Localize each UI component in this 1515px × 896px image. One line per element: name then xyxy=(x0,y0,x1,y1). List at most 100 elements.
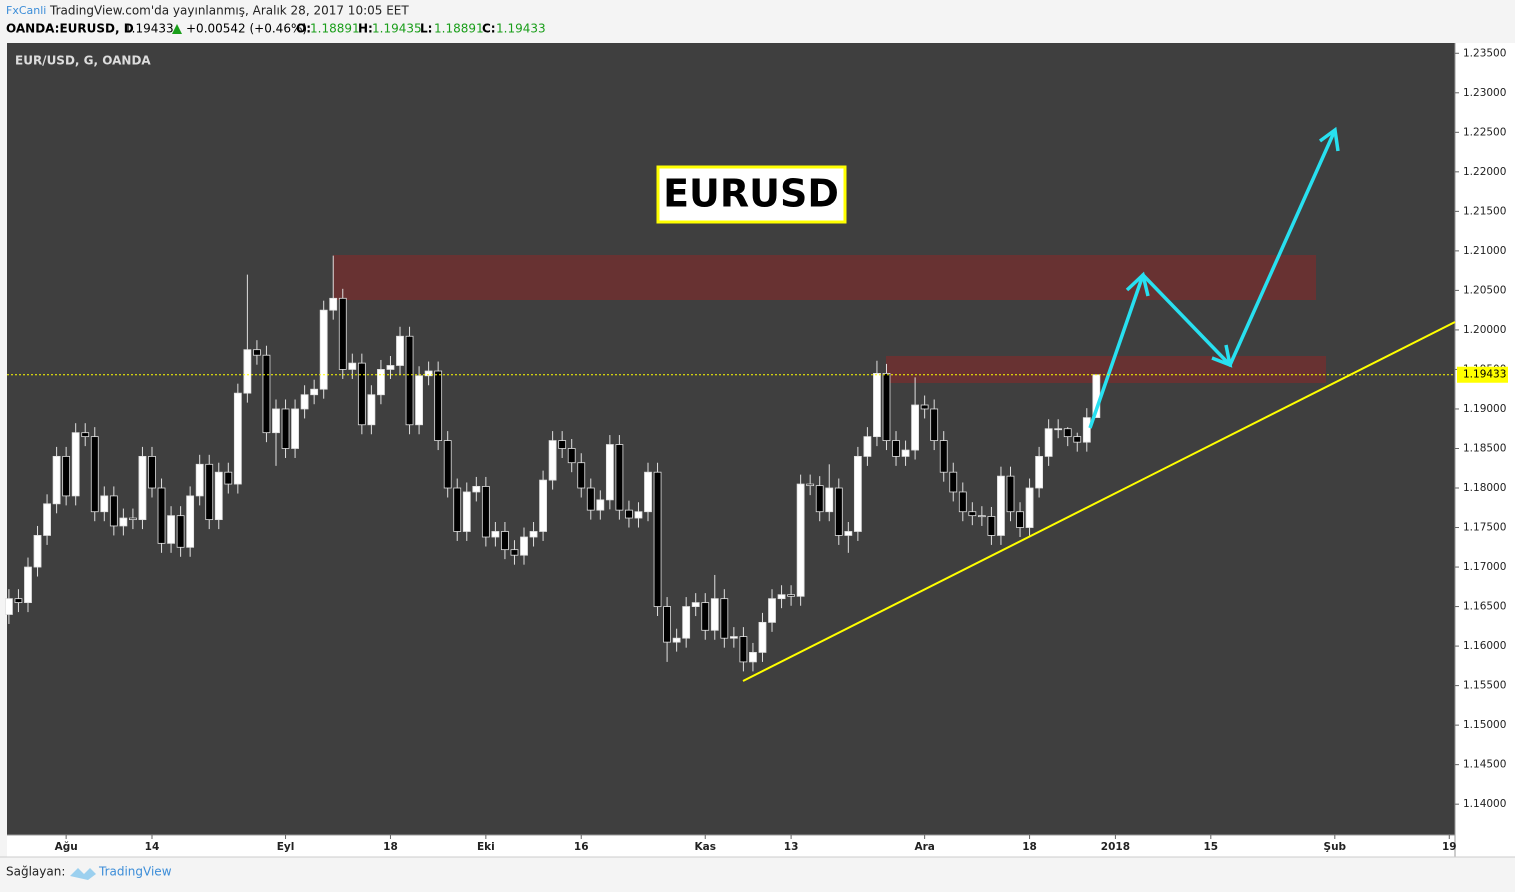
candle-body xyxy=(1073,436,1082,443)
y-tick-label: 1.21500 xyxy=(1463,205,1506,217)
y-tick-label: 1.18500 xyxy=(1463,442,1506,454)
candle-body xyxy=(682,606,691,639)
candle-body xyxy=(1016,511,1024,528)
candle-body xyxy=(453,487,462,532)
ohlc-value: 1.18891 xyxy=(310,22,360,36)
ohlc-label: L: xyxy=(420,22,432,36)
candle-body xyxy=(997,475,1005,536)
candle-body xyxy=(319,309,328,390)
candle-body xyxy=(1035,455,1044,489)
x-tick-label: 13 xyxy=(784,841,799,853)
candle-body xyxy=(901,449,910,457)
x-tick-label: 14 xyxy=(145,841,160,853)
ohlc-value: 1.19433 xyxy=(496,22,546,36)
y-tick-label: 1.15500 xyxy=(1463,680,1506,692)
candle-body xyxy=(405,335,414,426)
candle-body xyxy=(787,594,795,597)
candle-body xyxy=(749,652,757,663)
candle-body xyxy=(882,372,891,441)
price-axis-bg xyxy=(1455,43,1515,857)
candle-body xyxy=(672,637,681,643)
candle-body xyxy=(539,479,547,532)
candle-body xyxy=(625,509,633,519)
candle-body xyxy=(644,471,652,513)
candle-body xyxy=(52,455,61,505)
annotation: EURUSD xyxy=(663,172,839,216)
ohlc-label: C: xyxy=(482,22,496,36)
candle-body xyxy=(911,404,920,451)
y-tick-label: 1.20500 xyxy=(1463,284,1506,296)
candle-body xyxy=(5,598,13,615)
ohlc-label: H: xyxy=(358,22,373,36)
ohlc-label: O: xyxy=(296,22,311,36)
candle-body xyxy=(310,388,319,396)
y-tick-label: 1.23000 xyxy=(1463,87,1506,99)
candle-body xyxy=(720,598,729,639)
candle-body xyxy=(1063,428,1072,438)
candle-body xyxy=(825,487,834,513)
candle-body xyxy=(710,598,719,631)
y-tick-label: 1.16500 xyxy=(1463,601,1506,613)
footer-brand: TradingView xyxy=(98,865,172,879)
up-arrow xyxy=(172,24,182,34)
y-tick-label: 1.16000 xyxy=(1463,640,1506,652)
y-tick-label: 1.14500 xyxy=(1463,759,1506,771)
candle-body xyxy=(195,463,204,497)
y-tick-label: 1.14000 xyxy=(1463,798,1506,810)
candle-body xyxy=(758,621,767,653)
candle-body xyxy=(377,369,385,396)
candle-body xyxy=(1006,475,1015,513)
candle-body xyxy=(224,471,233,485)
candle-body xyxy=(853,455,862,532)
candle-body xyxy=(396,335,404,366)
x-tick-label: 18 xyxy=(383,841,398,853)
y-tick-label: 1.19000 xyxy=(1463,403,1506,415)
candle-body xyxy=(691,602,700,607)
candle-body xyxy=(100,495,109,513)
candle-body xyxy=(33,535,42,568)
candle-body xyxy=(1082,417,1091,443)
candle-body xyxy=(653,471,662,607)
x-tick-label: Eyl xyxy=(277,841,295,853)
arrow-head xyxy=(1125,271,1150,297)
candle-body xyxy=(510,549,519,556)
x-tick-label: 15 xyxy=(1203,841,1218,853)
x-tick-label: 2018 xyxy=(1101,841,1130,853)
y-tick-label: 1.22500 xyxy=(1463,126,1506,138)
candle-body xyxy=(434,370,443,441)
candle-body xyxy=(119,517,128,527)
candle-body xyxy=(815,485,824,513)
tv-logo xyxy=(70,868,96,880)
candle-body xyxy=(577,462,586,489)
legend: EUR/USD, G, OANDA xyxy=(15,54,151,68)
candle-body xyxy=(892,440,900,457)
candle-body xyxy=(138,455,147,521)
x-tick-label: 18 xyxy=(1022,841,1037,853)
candle-body xyxy=(739,636,748,663)
candle-body xyxy=(291,408,299,449)
candle-body xyxy=(567,448,576,464)
candle-body xyxy=(729,636,738,639)
candle-body xyxy=(186,495,195,548)
candle-body xyxy=(462,491,471,532)
candle-body xyxy=(148,455,156,489)
y-tick-label: 1.23500 xyxy=(1463,47,1506,59)
candle-body xyxy=(443,440,452,489)
x-tick-label: Ara xyxy=(914,841,934,853)
candle-body xyxy=(262,354,271,434)
annotation-box xyxy=(656,165,847,224)
last-price-label: 1.19433 xyxy=(1463,369,1506,381)
y-tick-label: 1.20000 xyxy=(1463,324,1506,336)
x-tick-label: Ağu xyxy=(55,841,78,853)
candle-body xyxy=(214,471,223,521)
y-tick-label: 1.21000 xyxy=(1463,245,1506,257)
y-tick-label: 1.15000 xyxy=(1463,719,1506,731)
published: TradingView.com'da yayınlanmış, Aralık 2… xyxy=(49,4,409,18)
footer-label: Sağlayan: xyxy=(6,865,65,879)
candle-body xyxy=(167,515,175,544)
change: +0.00542 (+0.46%) xyxy=(186,22,307,36)
candle-body xyxy=(930,408,939,441)
candle-body xyxy=(634,511,643,519)
candle-body xyxy=(415,375,423,426)
plot-area xyxy=(7,43,1455,835)
